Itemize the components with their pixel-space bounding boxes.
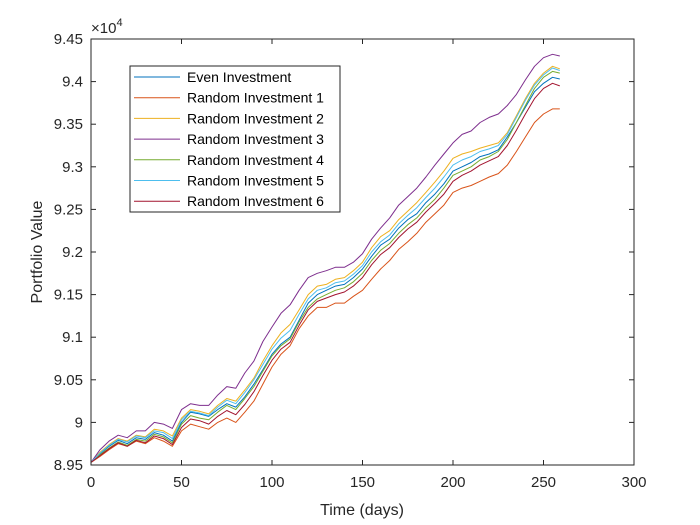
legend-label-6: Random Investment 6 xyxy=(187,193,324,209)
y-tick-label-10: 9.45 xyxy=(54,31,83,48)
series-layer xyxy=(90,53,560,463)
y-tick-label-9: 9.4 xyxy=(62,74,83,91)
series-line-1 xyxy=(90,108,560,463)
y-tick-label-7: 9.3 xyxy=(62,159,83,176)
series-line-0 xyxy=(90,76,560,463)
x-tick-label-1: 50 xyxy=(173,474,190,491)
y-tick-label-4: 9.15 xyxy=(54,287,83,304)
x-tick-label-0: 0 xyxy=(87,474,95,491)
x-tick-label-3: 150 xyxy=(350,474,375,491)
series-line-5 xyxy=(90,67,560,463)
y-tick-label-5: 9.2 xyxy=(62,244,83,261)
exponent-power: 4 xyxy=(116,17,122,29)
y-tick-label-0: 8.95 xyxy=(54,457,83,474)
series-line-4 xyxy=(90,70,560,463)
y-exponent-label: ×104 xyxy=(91,17,123,37)
x-axis-label: Time (days) xyxy=(320,502,404,519)
legend-label-5: Random Investment 5 xyxy=(187,173,324,189)
legend-label-0: Even Investment xyxy=(187,69,291,85)
series-line-2 xyxy=(90,65,560,463)
series-line-3 xyxy=(90,53,560,463)
y-tick-label-3: 9.1 xyxy=(62,329,83,346)
y-axis-label: Portfolio Value xyxy=(29,200,46,303)
ticks-layer: 0 50 100 150 200 250 300 8.95 9 9.05 9.1 9.15 9.2 9.2… xyxy=(54,31,647,491)
legend: Even Investment Random Investment 1 Random… xyxy=(129,65,341,213)
x-tick-label-5: 250 xyxy=(531,474,556,491)
x-tick-label-4: 200 xyxy=(440,474,465,491)
y-tick-label-2: 9.05 xyxy=(54,372,83,389)
legend-label-3: Random Investment 3 xyxy=(187,131,324,147)
exponent-base: ×10 xyxy=(91,20,116,37)
legend-label-1: Random Investment 1 xyxy=(187,90,324,106)
x-tick-label-6: 300 xyxy=(621,474,646,491)
legend-label-4: Random Investment 4 xyxy=(187,152,324,168)
series-line-6 xyxy=(90,82,560,463)
y-tick-label-8: 9.35 xyxy=(54,116,83,133)
x-tick-label-2: 100 xyxy=(259,474,284,491)
y-tick-label-6: 9.25 xyxy=(54,201,83,218)
legend-label-2: Random Investment 2 xyxy=(187,110,324,126)
y-tick-label-1: 9 xyxy=(75,414,83,431)
